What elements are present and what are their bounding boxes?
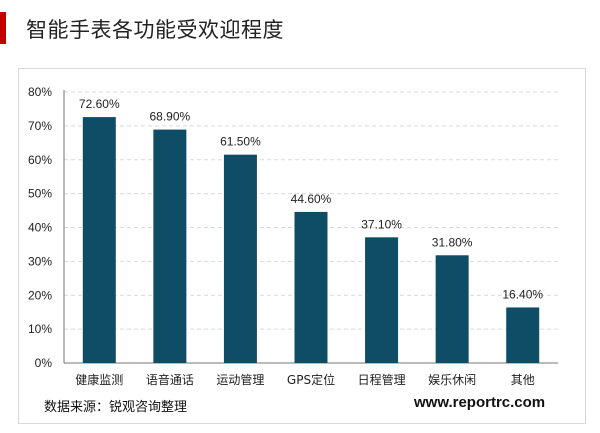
page-title: 智能手表各功能受欢迎程度 xyxy=(26,18,284,42)
bar xyxy=(153,129,187,363)
y-tick-label: 10% xyxy=(28,322,52,336)
bar xyxy=(365,237,399,363)
data-label: 31.80% xyxy=(432,235,473,249)
y-tick-label: 0% xyxy=(35,356,53,370)
y-tick-label: 40% xyxy=(28,221,52,235)
x-tick-label: GPS定位 xyxy=(287,372,335,387)
bar xyxy=(506,307,540,363)
y-tick-label: 30% xyxy=(28,254,52,268)
y-tick-label: 20% xyxy=(28,288,52,302)
y-tick-label: 50% xyxy=(28,187,52,201)
x-tick-label: 运动管理 xyxy=(216,372,264,387)
x-tick-label: 其他 xyxy=(511,373,535,387)
title-accent-bar xyxy=(0,12,6,44)
bar xyxy=(223,154,257,363)
data-label: 37.10% xyxy=(361,217,402,231)
data-label: 72.60% xyxy=(79,97,120,111)
y-tick-label: 70% xyxy=(28,119,52,133)
x-tick-label: 娱乐休闲 xyxy=(428,373,476,387)
data-label: 16.40% xyxy=(502,287,543,301)
bar xyxy=(82,117,116,363)
bar xyxy=(294,211,328,363)
data-source-note: 数据来源：锐观咨询整理 xyxy=(44,400,188,415)
data-label: 68.90% xyxy=(150,110,191,124)
data-label: 44.60% xyxy=(291,192,332,206)
data-label: 61.50% xyxy=(220,135,261,149)
x-tick-label: 健康监测 xyxy=(75,372,123,387)
bar xyxy=(435,255,469,363)
website-label: www.reportrc.com xyxy=(414,394,546,411)
y-tick-label: 80% xyxy=(28,85,52,99)
x-tick-label: 日程管理 xyxy=(358,372,406,387)
y-tick-label: 60% xyxy=(28,153,52,167)
x-tick-label: 语音通话 xyxy=(146,372,194,387)
